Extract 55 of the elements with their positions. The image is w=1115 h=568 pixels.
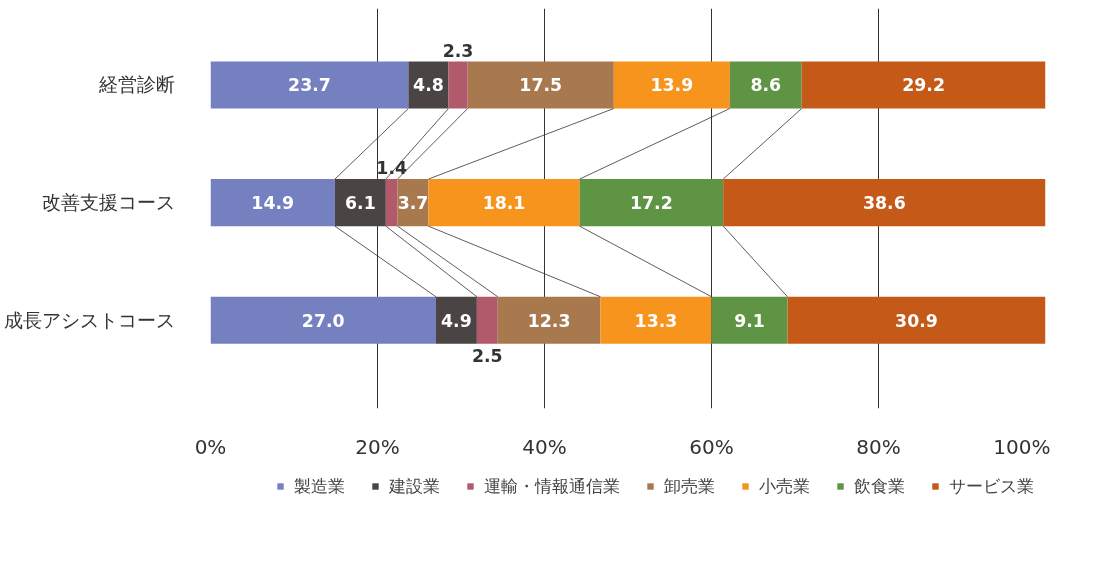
- bar: [210, 179, 335, 227]
- data-label: 30.9: [895, 310, 938, 331]
- legend-label: 建設業: [388, 475, 440, 498]
- legend-label: サービス業: [948, 475, 1034, 498]
- bar: [801, 61, 1046, 109]
- data-label: 6.1: [345, 193, 376, 214]
- x-tick-label: 60%: [689, 434, 734, 459]
- y-tick-label: 経営診断: [97, 74, 175, 96]
- legend-label: 製造業: [293, 475, 345, 498]
- y-tick-label: 成長アシストコース: [3, 309, 175, 331]
- data-label: 8.6: [750, 75, 782, 96]
- data-label: 27.0: [301, 310, 345, 331]
- bar: [334, 179, 386, 227]
- data-label: 13.3: [634, 310, 678, 331]
- legend-label: 小売業: [758, 475, 810, 498]
- bar: [476, 296, 498, 344]
- data-label: 2.3: [442, 40, 474, 61]
- data-label: 2.5: [471, 345, 503, 366]
- bar: [467, 61, 614, 109]
- bar: [385, 179, 398, 227]
- bar: [711, 296, 788, 344]
- y-tick-label: 改善支援コース: [41, 192, 175, 214]
- bar: [210, 61, 409, 109]
- data-label: 29.2: [902, 75, 945, 96]
- data-label: 13.9: [650, 75, 694, 96]
- data-label: 38.6: [862, 193, 906, 214]
- data-label: 14.9: [251, 193, 295, 214]
- data-label: 9.1: [734, 310, 765, 331]
- legend-label: 運輸・情報通信業: [483, 475, 620, 498]
- bar: [729, 61, 802, 109]
- x-tick-label: 80%: [856, 434, 901, 459]
- bar: [497, 296, 601, 344]
- bar: [600, 296, 712, 344]
- data-label: 18.1: [482, 193, 526, 214]
- bar: [210, 296, 436, 344]
- data-label: 4.8: [413, 75, 444, 96]
- data-label: 1.4: [376, 158, 408, 179]
- bar: [787, 296, 1046, 344]
- x-tick-label: 40%: [522, 434, 567, 459]
- data-label: 3.7: [397, 193, 429, 214]
- data-label: 17.5: [519, 75, 563, 96]
- bar: [428, 179, 580, 227]
- bar: [613, 61, 730, 109]
- data-label: 12.3: [527, 310, 571, 331]
- x-tick-label: 100%: [993, 434, 1051, 459]
- bar: [448, 61, 468, 109]
- x-tick-label: 0%: [194, 434, 227, 459]
- x-tick-label: 20%: [355, 434, 400, 459]
- bar: [723, 179, 1046, 227]
- bar: [579, 179, 724, 227]
- legend-label: 卸売業: [663, 475, 715, 498]
- data-label: 23.7: [288, 75, 331, 96]
- data-label: 17.2: [630, 193, 673, 214]
- legend-label: 飲食業: [853, 475, 905, 498]
- data-label: 4.9: [441, 310, 472, 331]
